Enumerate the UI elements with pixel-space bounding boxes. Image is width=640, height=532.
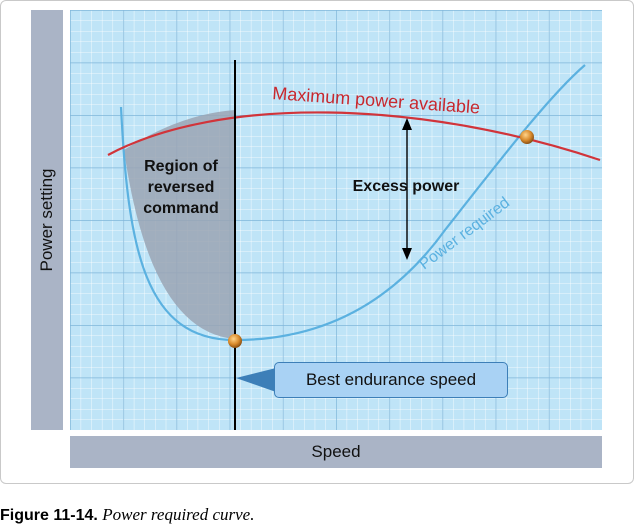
region-reversed-command-shading xyxy=(124,110,235,339)
region-label-line-1: Region of xyxy=(144,158,218,175)
min-power-point xyxy=(228,334,242,348)
x-axis-label: Speed xyxy=(311,442,361,461)
callout-pointer xyxy=(236,368,276,392)
power-required-curve xyxy=(119,64,586,342)
excess-power-arrowhead-down xyxy=(402,248,412,260)
figure-number: Figure 11-14. xyxy=(0,507,98,524)
excess-power-label: Excess power xyxy=(353,178,460,195)
region-label-line-2: reversed xyxy=(148,179,215,196)
figure-title: Power required curve. xyxy=(102,505,255,524)
power-curve-diagram: Maximum power available Power required E… xyxy=(70,10,602,430)
y-axis-bar xyxy=(31,10,63,430)
region-label-line-3: command xyxy=(143,200,219,217)
excess-power-arrowhead-up xyxy=(402,118,412,130)
figure-caption: Figure 11-14. Power required curve. xyxy=(0,505,254,525)
best-endurance-speed-callout: Best endurance speed xyxy=(274,362,508,398)
intersection-point xyxy=(520,130,534,144)
x-axis-bar: Speed xyxy=(70,436,602,468)
